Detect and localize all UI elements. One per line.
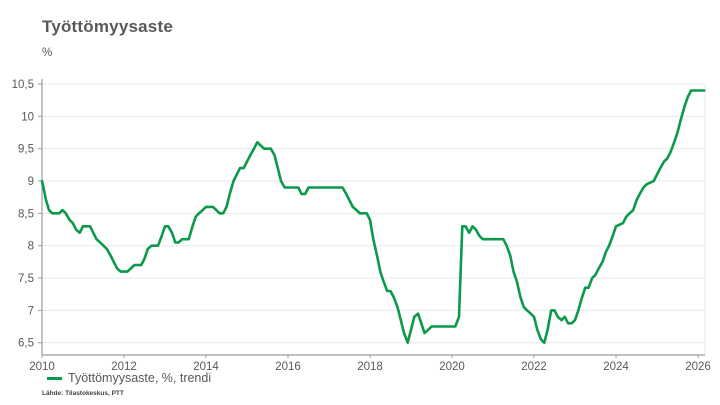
y-tick-label: 8 (28, 241, 34, 253)
x-tick-label: 2012 (111, 361, 137, 373)
y-tick-label: 7 (28, 305, 34, 317)
y-tick-label: 10,5 (12, 79, 34, 91)
y-tick-label: 9,5 (18, 144, 34, 156)
y-tick-label: 8,5 (18, 208, 34, 220)
source-note: Lähde: Tilastokeskus, PTT (42, 390, 124, 397)
y-tick-label: 7,5 (18, 273, 34, 285)
x-tick-label: 2026 (685, 361, 711, 373)
x-tick-label: 2010 (29, 361, 55, 373)
y-tick-label: 6,5 (18, 338, 34, 350)
trend-line (40, 89, 706, 345)
y-axis-unit-label: % (42, 47, 53, 59)
legend: Työttömyysaste, %, trendi (47, 371, 211, 385)
x-tick-label: 2018 (357, 361, 383, 373)
x-tick-label: 2016 (275, 361, 301, 373)
y-tick-label: 10 (21, 111, 34, 123)
x-tick-label: 2014 (193, 361, 219, 373)
x-tick-label: 2024 (603, 361, 629, 373)
legend-label: Työttömyysaste, %, trendi (68, 371, 212, 385)
y-tick-label: 9 (28, 176, 34, 188)
chart-title: Työttömyysaste (42, 17, 173, 36)
legend-line-swatch (47, 376, 62, 380)
x-tick-label: 2020 (439, 361, 465, 373)
x-tick-label: 2022 (521, 361, 547, 373)
